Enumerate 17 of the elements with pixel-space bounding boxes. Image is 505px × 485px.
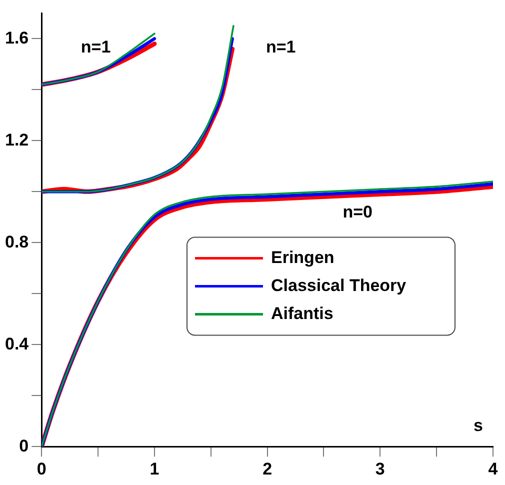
annotation: n=1 bbox=[266, 38, 296, 57]
annotation: n=0 bbox=[342, 202, 372, 222]
legend-label: Classical Theory bbox=[271, 276, 407, 295]
y-tick-label: 0 bbox=[19, 436, 29, 456]
x-axis-title: s bbox=[474, 416, 483, 435]
y-tick-label: 1.2 bbox=[4, 130, 29, 150]
x-tick-label: 0 bbox=[36, 459, 46, 478]
y-tick-label: 0.8 bbox=[4, 232, 29, 252]
legend-label: Eringen bbox=[271, 248, 334, 267]
x-tick-label: 4 bbox=[488, 459, 498, 478]
x-tick-label: 1 bbox=[150, 459, 160, 478]
y-tick-label: 0.4 bbox=[4, 334, 30, 354]
annotation: n=1 bbox=[80, 38, 111, 57]
legend-label: Aifantis bbox=[271, 304, 334, 323]
x-tick-label: 2 bbox=[262, 459, 272, 478]
y-tick-label: 1.6 bbox=[4, 28, 29, 48]
x-tick-label: 3 bbox=[375, 459, 385, 478]
